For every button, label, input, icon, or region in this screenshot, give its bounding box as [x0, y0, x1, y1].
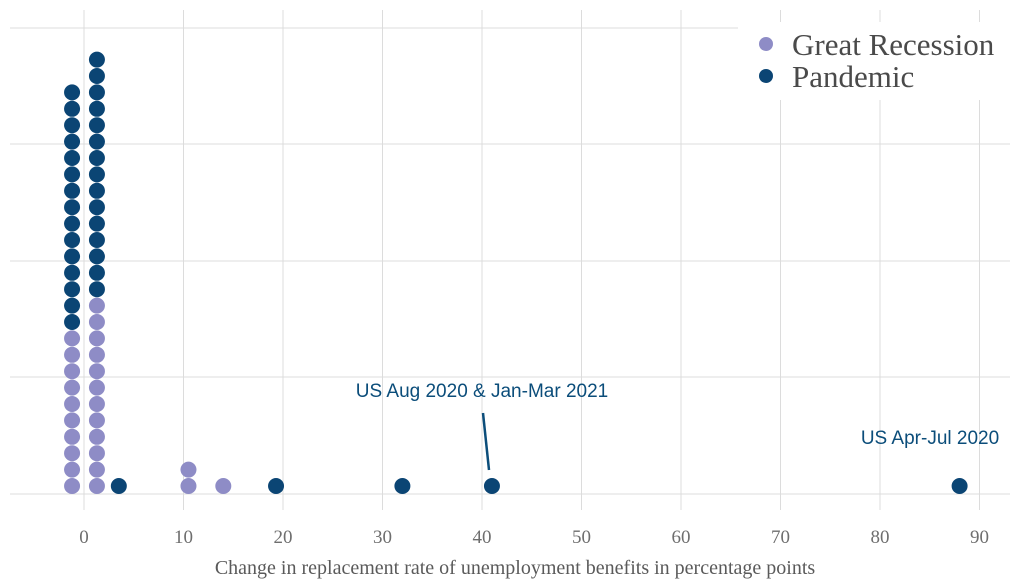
dot-pandemic: [64, 264, 81, 281]
dot-pandemic: [88, 117, 105, 134]
dot-pandemic: [88, 133, 105, 150]
dot-pandemic: [64, 150, 81, 166]
legend-background: [738, 22, 1010, 100]
dot-pandemic: [110, 478, 127, 494]
dots: [64, 51, 968, 494]
x-tick-labels: 0 10 20 30 40 50 60 70 80 90: [79, 527, 989, 548]
legend-label-great-recession: Great Recession: [792, 27, 995, 62]
dot-pandemic: [64, 199, 81, 216]
legend-marker-pandemic: [759, 69, 773, 83]
dot-great-recession: [180, 478, 197, 494]
dot-pandemic: [483, 478, 500, 494]
dot-great-recession: [180, 461, 197, 478]
x-tick-label: 40: [473, 527, 492, 548]
annotations: US Aug 2020 & Jan-Mar 2021 US Apr-Jul 20…: [356, 381, 999, 471]
dot-great-recession: [64, 478, 81, 494]
dot-great-recession: [64, 330, 81, 347]
dot-pandemic: [64, 248, 81, 265]
dot-pandemic: [88, 232, 105, 248]
x-tick-label: 30: [373, 527, 392, 548]
dot-pandemic: [88, 166, 105, 183]
dot-great-recession: [64, 363, 81, 380]
dot-pandemic: [88, 100, 105, 117]
dot-pandemic: [268, 478, 285, 494]
dot-pandemic: [64, 314, 81, 330]
dot-pandemic: [88, 182, 105, 199]
dot-great-recession: [88, 445, 105, 462]
dot-great-recession: [64, 346, 81, 363]
annotation-pointer-line: [481, 412, 491, 471]
dot-great-recession: [88, 461, 105, 478]
x-tick-label: 0: [79, 527, 89, 548]
dot-pandemic: [64, 232, 81, 248]
dot-great-recession: [88, 379, 105, 396]
x-tick-label: 10: [174, 527, 193, 548]
legend: Great Recession Pandemic: [738, 22, 1010, 100]
dot-pandemic: [88, 68, 105, 84]
dot-pandemic: [394, 478, 411, 494]
dot-great-recession: [88, 428, 105, 445]
dot-great-recession: [88, 330, 105, 347]
x-tick-label: 50: [572, 527, 591, 548]
dot-great-recession: [88, 346, 105, 363]
dot-great-recession: [64, 396, 81, 412]
dot-pandemic: [64, 84, 81, 101]
dot-pandemic: [88, 248, 105, 265]
annotation-label: US Apr-Jul 2020: [861, 428, 999, 449]
dot-pandemic: [88, 199, 105, 216]
legend-label-pandemic: Pandemic: [792, 59, 914, 94]
dot-pandemic: [64, 182, 81, 199]
dot-pandemic: [64, 166, 81, 183]
legend-marker-great-recession: [759, 37, 773, 51]
dot-great-recession: [215, 478, 232, 494]
dot-great-recession: [64, 428, 81, 445]
dot-pandemic: [64, 117, 81, 134]
dot-pandemic: [88, 51, 105, 68]
dot-pandemic: [64, 281, 81, 298]
dot-pandemic: [64, 215, 81, 232]
dot-pandemic: [88, 215, 105, 232]
dot-great-recession: [88, 396, 105, 412]
x-tick-label: 80: [871, 527, 890, 548]
x-axis-title: Change in replacement rate of unemployme…: [215, 557, 816, 579]
x-tick-label: 20: [274, 527, 293, 548]
dot-great-recession: [88, 478, 105, 494]
dot-great-recession: [64, 445, 81, 462]
dot-great-recession: [88, 297, 105, 314]
dot-great-recession: [88, 412, 105, 429]
dot-pandemic: [64, 100, 81, 117]
dot-great-recession: [88, 314, 105, 330]
dot-great-recession: [64, 461, 81, 478]
dot-pandemic: [64, 133, 81, 150]
dot-pandemic: [951, 478, 968, 494]
dot-pandemic: [88, 84, 105, 101]
grid-lines: [10, 10, 1010, 510]
dot-great-recession: [88, 363, 105, 380]
dot-pandemic: [64, 297, 81, 314]
dot-pandemic: [88, 281, 105, 298]
x-tick-label: 60: [672, 527, 691, 548]
x-tick-label: 70: [771, 527, 790, 548]
x-tick-label: 90: [970, 527, 989, 548]
dot-pandemic: [88, 150, 105, 166]
dot-pandemic: [88, 264, 105, 281]
annotation-label: US Aug 2020 & Jan-Mar 2021: [356, 381, 608, 402]
dot-great-recession: [64, 412, 81, 429]
dot-great-recession: [64, 379, 81, 396]
